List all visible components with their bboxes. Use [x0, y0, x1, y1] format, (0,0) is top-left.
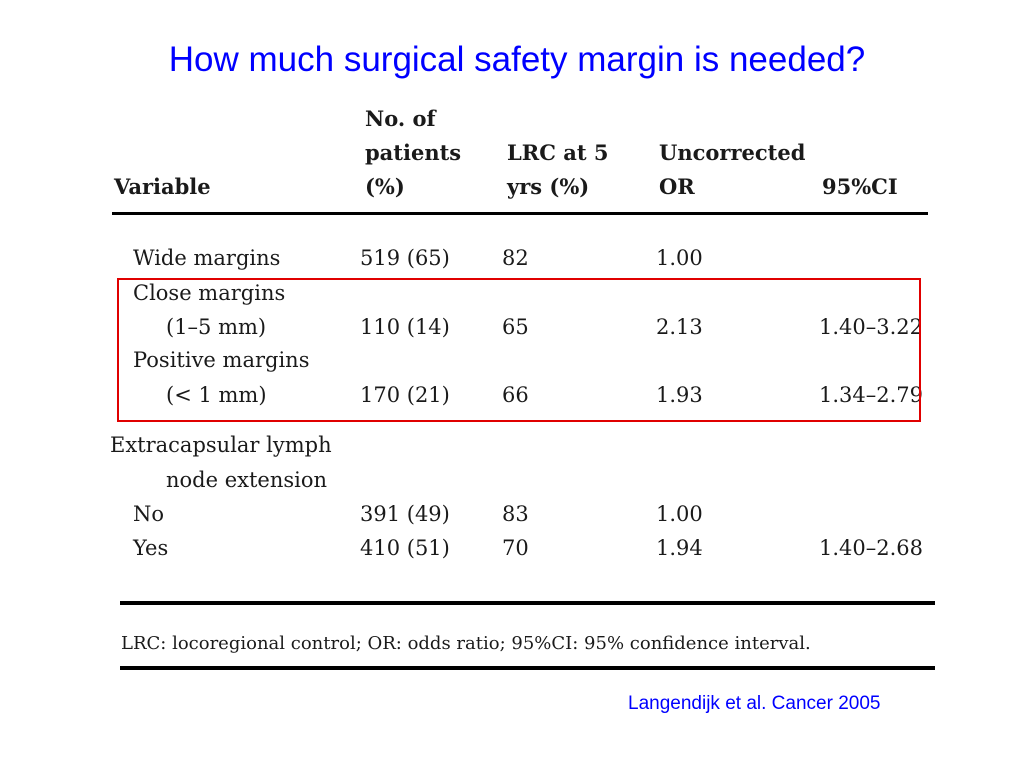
cell-lrc: 82: [502, 246, 529, 270]
header-ci: 95%CI: [822, 174, 898, 199]
row-label: Yes: [133, 536, 169, 560]
cell-patients: 410 (51): [360, 536, 450, 560]
header-or-line2: OR: [659, 174, 695, 199]
header-or-line1: Uncorrected: [659, 140, 806, 165]
row-label: Wide margins: [133, 246, 281, 270]
cell-or: 1.94: [656, 536, 703, 560]
header-patients-line3: (%): [365, 174, 405, 199]
slide-title: How much surgical safety margin is neede…: [168, 40, 866, 79]
cell-patients: 170 (21): [360, 383, 450, 407]
cell-or: 1.00: [656, 246, 703, 270]
cell-patients: 391 (49): [360, 502, 450, 526]
row-label: Close margins: [133, 281, 286, 305]
cell-patients: 110 (14): [360, 315, 450, 339]
cell-ci: 1.40–2.68: [819, 536, 924, 560]
cell-patients: 519 (65): [360, 246, 450, 270]
footnote-rule: [120, 666, 935, 670]
cell-ci: 1.34–2.79: [819, 383, 924, 407]
citation: Langendijk et al. Cancer 2005: [628, 693, 881, 714]
row-sublabel: (1–5 mm): [166, 315, 267, 339]
cell-or: 1.00: [656, 502, 703, 526]
header-variable: Variable: [114, 174, 211, 199]
cell-ci: 1.40–3.22: [819, 315, 924, 339]
group-label: Extracapsular lymph: [110, 433, 332, 457]
row-label: No: [133, 502, 165, 526]
group-label-line2: node extension: [166, 468, 328, 492]
cell-or: 1.93: [656, 383, 703, 407]
row-label: Positive margins: [133, 348, 310, 372]
header-patients-line1: No. of: [365, 106, 436, 131]
header-lrc-line2: yrs (%): [507, 174, 590, 199]
row-sublabel: (< 1 mm): [166, 383, 267, 407]
header-lrc-line1: LRC at 5: [507, 140, 609, 165]
cell-or: 2.13: [656, 315, 703, 339]
cell-lrc: 65: [502, 315, 529, 339]
table-bottom-rule: [120, 601, 935, 605]
header-rule: [112, 212, 928, 215]
header-patients-line2: patients: [365, 140, 462, 165]
cell-lrc: 83: [502, 502, 529, 526]
margins-highlight-box: [117, 278, 921, 422]
table-footnote: LRC: locoregional control; OR: odds rati…: [121, 633, 811, 654]
cell-lrc: 66: [502, 383, 529, 407]
cell-lrc: 70: [502, 536, 529, 560]
